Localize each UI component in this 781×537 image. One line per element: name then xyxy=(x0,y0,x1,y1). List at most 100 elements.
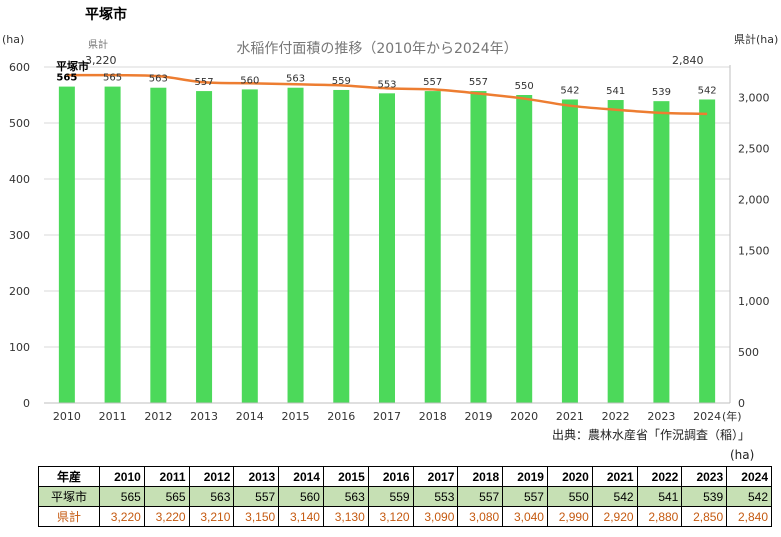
bar-value-label: 560 xyxy=(240,75,259,86)
table-cell: 2,990 xyxy=(546,506,593,527)
x-tick-label: 2015 xyxy=(282,410,310,423)
x-tick-label: 2016 xyxy=(327,410,355,423)
table-cell: 3,210 xyxy=(188,506,235,527)
y-right-tick-label: 1,500 xyxy=(738,244,770,257)
bar xyxy=(241,89,258,404)
bar-value-label: 541 xyxy=(606,86,625,97)
x-tick-label: 2021 xyxy=(556,410,584,423)
axes: 0 100 200 300 400 500 600 0 500 1,000 1,500 2,000 2,… xyxy=(9,61,770,423)
chart-title: 水稲作付面積の推移（2010年から2024年） xyxy=(236,41,517,57)
table-cell: 542 xyxy=(591,486,638,507)
x-tick-label: 2012 xyxy=(144,410,172,423)
y-right-tick-label: 1,000 xyxy=(738,295,770,308)
table-unit: (ha) xyxy=(730,448,755,462)
bar-value-label: 542 xyxy=(698,85,717,96)
table-cell: 3,150 xyxy=(233,506,280,527)
table-cell: 557 xyxy=(502,486,548,507)
bar xyxy=(653,101,670,403)
table-cell: 563 xyxy=(322,486,369,507)
table-cell: 3,130 xyxy=(322,506,369,527)
table-header-label: 年産 xyxy=(38,466,100,487)
table-cell: 3,220 xyxy=(99,506,145,527)
x-tick-label: 2019 xyxy=(464,410,492,423)
y-left-tick-label: 600 xyxy=(9,61,30,74)
y-right-tick-label: 500 xyxy=(738,346,759,359)
bar-value-label: 565 xyxy=(56,73,77,84)
y-right-tick-label: 3,000 xyxy=(738,92,770,105)
bar-series xyxy=(58,86,716,404)
bar-value-label: 553 xyxy=(377,79,396,90)
y-left-tick-label: 500 xyxy=(9,117,30,130)
table-cell: 553 xyxy=(412,486,459,507)
bar-value-label: 557 xyxy=(469,77,488,88)
table-header-year: 2017 xyxy=(412,466,459,487)
table-row-label: 県計 xyxy=(38,506,100,527)
x-tick-label: 2010 xyxy=(53,410,81,423)
bar-value-label: 559 xyxy=(332,76,351,87)
table-row-label: 平塚市 xyxy=(38,486,100,507)
y-right-tick-label: 2,000 xyxy=(738,193,770,206)
table-cell: 542 xyxy=(726,486,772,507)
x-tick-label: 2018 xyxy=(419,410,447,423)
table-header-year: 2020 xyxy=(546,466,593,487)
x-tick-label: 2017 xyxy=(373,410,401,423)
x-tick-label: 2023 xyxy=(647,410,675,423)
line-series xyxy=(66,73,708,116)
y-right-tick-label: 2,500 xyxy=(738,142,770,155)
bar xyxy=(58,86,75,403)
table-cell: 3,040 xyxy=(502,506,548,527)
bar-value-label: 563 xyxy=(149,74,168,85)
y-left-tick-label: 400 xyxy=(9,173,30,186)
table-cell: 3,080 xyxy=(457,506,504,527)
line-first-value: 3,220 xyxy=(85,54,117,67)
bar xyxy=(287,87,304,403)
table-cell: 2,880 xyxy=(636,506,683,527)
table-cell: 559 xyxy=(367,486,414,507)
line-series-label: 県計 xyxy=(88,38,108,51)
bar xyxy=(333,89,350,404)
chart: 565 565 563 557 560 563 559 553 557 557 550 542 541 5… xyxy=(2,32,778,423)
table-row: 平塚市 565 565 563 557 560 563 559 553 557 557 550 542 5… xyxy=(38,486,772,507)
bar-value-label: 542 xyxy=(560,85,579,96)
table-header-year: 2018 xyxy=(457,466,504,487)
table-header-year: 2024 xyxy=(726,466,772,487)
table-header-row: 年産 2010 2011 2012 2013 2014 2015 2016 2017 2018 20… xyxy=(38,466,772,487)
y-left-tick-label: 300 xyxy=(9,229,30,242)
table-cell: 3,140 xyxy=(278,506,324,527)
x-tick-label: 2011 xyxy=(99,410,127,423)
bar xyxy=(561,99,578,403)
table-cell: 563 xyxy=(188,486,235,507)
data-table: 年産 2010 2011 2012 2013 2014 2015 2016 2017 2018 20… xyxy=(38,466,772,527)
x-tick-label: 2020 xyxy=(510,410,538,423)
y-left-tick-label: 100 xyxy=(9,341,30,354)
bar-value-label: 550 xyxy=(515,81,534,92)
table-header-year: 2014 xyxy=(278,466,324,487)
bar xyxy=(607,100,624,403)
table-header-year: 2010 xyxy=(99,466,145,487)
table-cell: 565 xyxy=(143,486,190,507)
bar-value-label: 563 xyxy=(286,74,305,85)
bar xyxy=(699,99,716,403)
x-tick-label: 2022 xyxy=(602,410,630,423)
table-cell: 565 xyxy=(99,486,145,507)
bar xyxy=(516,95,533,403)
table-row: 県計 3,220 3,220 3,210 3,150 3,140 3,130 3,120 3,0… xyxy=(38,506,772,527)
x-tick-label: 2013 xyxy=(190,410,218,423)
y-right-tick-label: 0 xyxy=(738,397,745,410)
y-left-tick-label: 200 xyxy=(9,285,30,298)
bar-series-label: 平塚市 xyxy=(56,59,89,73)
y-left-tick-label: 0 xyxy=(23,397,30,410)
table-cell: 2,850 xyxy=(681,506,728,527)
table-cell: 557 xyxy=(457,486,504,507)
table-cell: 3,220 xyxy=(143,506,190,527)
x-tick-label: 2024 xyxy=(693,410,721,423)
table-cell: 557 xyxy=(233,486,280,507)
bar-value-label: 539 xyxy=(652,87,671,98)
table-cell: 3,120 xyxy=(367,506,414,527)
bar xyxy=(424,91,441,403)
bar-value-label: 557 xyxy=(195,77,214,88)
table-cell: 541 xyxy=(636,486,683,507)
y-right-unit: 県計(ha) xyxy=(734,32,778,46)
x-unit: (年) xyxy=(722,409,742,423)
source-note: 出典：農林水産省「作況調査（稲）」 xyxy=(552,428,751,442)
